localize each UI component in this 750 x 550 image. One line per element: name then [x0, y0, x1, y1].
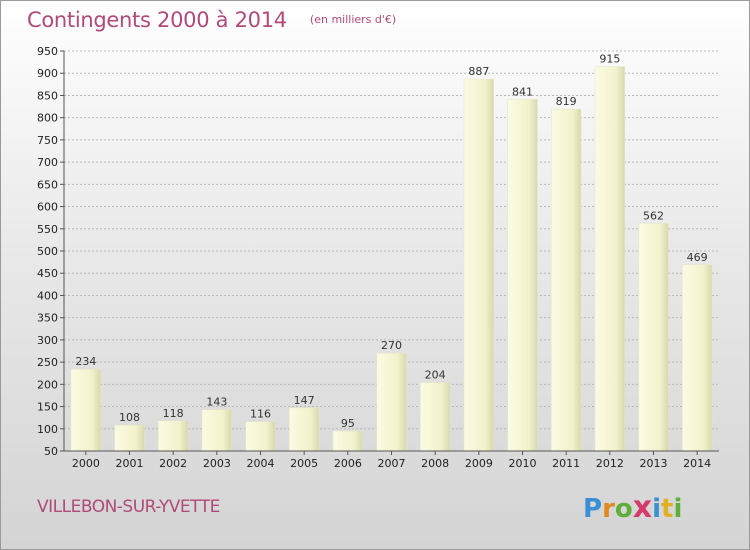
chart-subtitle: (en milliers d'€) [309, 13, 397, 26]
x-tick-label: 2009 [465, 457, 493, 470]
y-tick-label: 800 [37, 112, 58, 125]
logo-letter: i [673, 494, 683, 524]
y-axis: 50 100 150 200 250 300 350 400 450 500 550 600 650 70… [37, 45, 65, 458]
y-tick-label: 900 [37, 67, 58, 80]
logo-letter: x [632, 490, 653, 525]
bar-2001 [114, 424, 145, 452]
y-tick-label: 100 [37, 423, 58, 436]
bar-2008 [420, 382, 451, 452]
data-label-2009: 887 [468, 65, 489, 78]
x-tick-label: 2004 [247, 457, 275, 470]
x-tick-label: 2011 [552, 457, 580, 470]
bar-2005 [289, 407, 320, 452]
x-tick-label: 2003 [203, 457, 231, 470]
data-labels: 234 108 118 143 116 147 95 270 204 887 841 819 915 56… [75, 53, 707, 430]
y-tick-label: 450 [37, 267, 58, 280]
x-tick-label: 2007 [378, 457, 406, 470]
commune-name: VILLEBON-SUR-YVETTE [37, 497, 220, 517]
bar-2003 [201, 409, 232, 452]
bar-2011 [551, 108, 582, 452]
logo-letter: i [652, 494, 662, 524]
bar-2012 [594, 66, 625, 452]
x-tick-label: 2008 [421, 457, 449, 470]
y-tick-label: 550 [37, 223, 58, 236]
x-axis: 2000 2001 2002 2003 2004 2005 2006 2007 2008 2009… [64, 450, 719, 470]
chart-header: Contingents 2000 à 2014 (en milliers d'€… [27, 8, 396, 32]
y-tick-label: 200 [37, 378, 58, 391]
y-tick-label: 250 [37, 356, 58, 369]
y-tick-label: 50 [44, 445, 58, 458]
proxiti-logo: Proxiti [583, 490, 682, 525]
y-tick-label: 600 [37, 201, 58, 214]
chart-title: Contingents 2000 à 2014 [27, 8, 287, 32]
x-tick-label: 2010 [509, 457, 537, 470]
bar-2010 [507, 99, 538, 452]
logo-letter: o [614, 494, 633, 524]
data-label-2008: 204 [425, 369, 446, 382]
y-tick-label: 700 [37, 156, 58, 169]
bars [70, 66, 713, 452]
data-label-2013: 562 [643, 209, 664, 222]
data-label-2006: 95 [341, 417, 355, 430]
bar-2002 [158, 420, 189, 452]
y-tick-label: 300 [37, 334, 58, 347]
x-tick-label: 2012 [596, 457, 624, 470]
y-tick-label: 500 [37, 245, 58, 258]
x-tick-label: 2002 [159, 457, 187, 470]
x-tick-label: 2014 [683, 457, 711, 470]
y-tick-label: 350 [37, 312, 58, 325]
x-tick-label: 2006 [334, 457, 362, 470]
data-label-2000: 234 [75, 355, 96, 368]
x-tick-label: 2013 [640, 457, 668, 470]
data-label-2003: 143 [206, 396, 227, 409]
y-tick-label: 750 [37, 134, 58, 147]
logo-letter: P [583, 494, 603, 524]
bar-2000 [70, 368, 101, 452]
bar-2004 [245, 421, 276, 452]
data-label-2011: 819 [556, 95, 577, 108]
x-tick-label: 2005 [290, 457, 318, 470]
bar-2009 [463, 78, 494, 452]
data-label-2004: 116 [250, 408, 271, 421]
y-tick-label: 950 [37, 45, 58, 58]
y-tick-label: 850 [37, 89, 58, 102]
x-tick-label: 2000 [72, 457, 100, 470]
data-label-2010: 841 [512, 85, 533, 98]
data-label-2007: 270 [381, 339, 402, 352]
logo-letter: t [661, 494, 674, 524]
data-label-2002: 118 [163, 407, 184, 420]
bar-2013 [638, 223, 669, 452]
data-label-2012: 915 [599, 53, 620, 66]
y-tick-label: 650 [37, 178, 58, 191]
data-label-2001: 108 [119, 411, 140, 424]
x-tick-label: 2001 [116, 457, 144, 470]
logo-letter: r [602, 494, 615, 524]
y-tick-label: 400 [37, 289, 58, 302]
bar-2006 [332, 430, 363, 452]
data-label-2014: 469 [687, 251, 708, 264]
data-label-2005: 147 [294, 394, 315, 407]
bar-2007 [376, 352, 407, 452]
bar-2014 [682, 264, 713, 452]
y-tick-label: 150 [37, 401, 58, 414]
